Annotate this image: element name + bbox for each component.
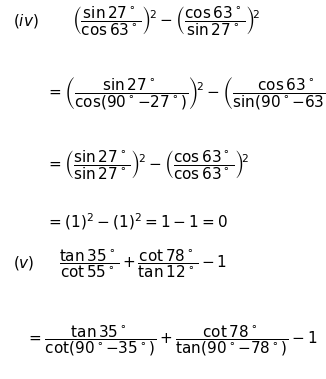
Text: $\left(\dfrac{\sin 27^\circ}{\cos 63^\circ}\right)^{\!2} - \left(\dfrac{\cos 63^: $\left(\dfrac{\sin 27^\circ}{\cos 63^\ci…: [72, 4, 260, 38]
Text: $\dfrac{\tan 35^\circ}{\cot 55^\circ} + \dfrac{\cot 78^\circ}{\tan 12^\circ} - 1: $\dfrac{\tan 35^\circ}{\cot 55^\circ} + …: [59, 247, 227, 280]
Text: $= \left(\dfrac{\sin 27^\circ}{\sin 27^\circ}\right)^{\!2} - \left(\dfrac{\cos 6: $= \left(\dfrac{\sin 27^\circ}{\sin 27^\…: [46, 148, 249, 182]
Text: $(iv)$: $(iv)$: [13, 12, 39, 30]
Text: $= (1)^2 - (1)^2 = 1 - 1 = 0$: $= (1)^2 - (1)^2 = 1 - 1 = 0$: [46, 211, 227, 232]
Text: $= \left(\dfrac{\sin 27^\circ}{\cos(90^\circ{-}27^\circ)}\right)^{\!2} - \left(\: $= \left(\dfrac{\sin 27^\circ}{\cos(90^\…: [46, 75, 326, 111]
Text: $(v)$: $(v)$: [13, 254, 35, 273]
Text: $= \dfrac{\tan 35^\circ}{\cot(90^\circ{-}35^\circ)} + \dfrac{\cot 78^\circ}{\tan: $= \dfrac{\tan 35^\circ}{\cot(90^\circ{-…: [26, 324, 318, 359]
